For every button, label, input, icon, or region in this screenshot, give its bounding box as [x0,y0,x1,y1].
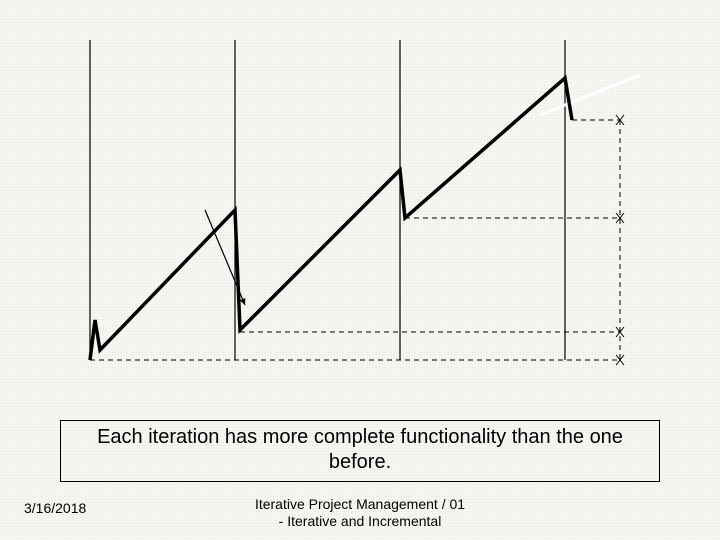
footer-title-line2: - Iterative and Incremental [200,513,520,530]
caption-text: Each iteration has more complete functio… [67,425,653,475]
footer-date: 3/16/2018 [24,500,86,516]
slide-footer: 3/16/2018 Iterative Project Management /… [0,492,720,540]
footer-title-line1: Iterative Project Management / 01 [200,496,520,513]
caption-box: Each iteration has more complete functio… [60,420,660,482]
iteration-chart [60,40,640,380]
footer-title: Iterative Project Management / 01 - Iter… [200,496,520,530]
